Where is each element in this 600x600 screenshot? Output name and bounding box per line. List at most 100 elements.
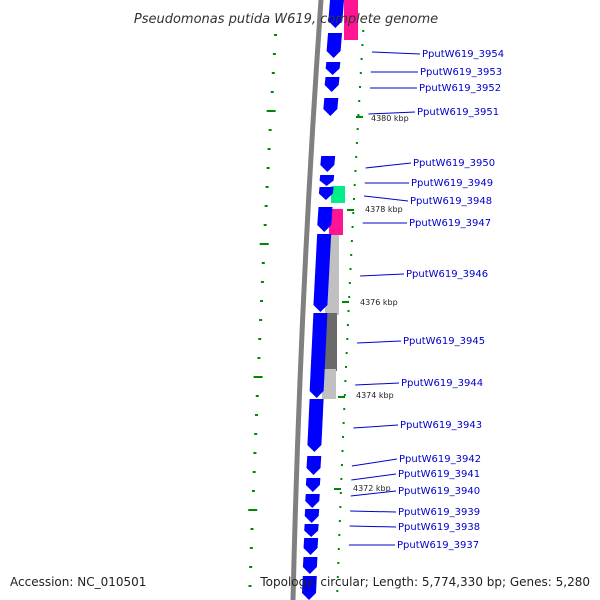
gene-label[interactable]: PputW619_3947 bbox=[409, 218, 491, 229]
gene-arrow bbox=[317, 207, 333, 232]
gc-skew-tick bbox=[260, 281, 264, 283]
gc-content-tick bbox=[339, 492, 342, 494]
scale-label: 4380 kbp bbox=[371, 114, 409, 123]
gc-skew-tick bbox=[263, 224, 267, 226]
gene-label[interactable]: PputW619_3938 bbox=[398, 522, 480, 533]
gene-arrow bbox=[303, 538, 319, 555]
gc-content-tick bbox=[337, 562, 340, 564]
gene-label[interactable]: PputW619_3945 bbox=[403, 336, 485, 347]
gene-arrow bbox=[307, 399, 324, 452]
gene-arrow bbox=[323, 98, 339, 116]
gc-content-tick bbox=[350, 254, 353, 256]
gc-content-tick bbox=[340, 464, 343, 466]
gc-content-tick bbox=[346, 324, 349, 326]
gene-leader-line bbox=[351, 473, 397, 481]
gc-content-tick bbox=[336, 590, 339, 592]
leader-layer bbox=[348, 51, 421, 546]
gc-content-tick bbox=[352, 212, 355, 214]
gc-content-tick bbox=[352, 198, 355, 200]
gc-content-tick bbox=[343, 408, 346, 410]
gc-skew-tick bbox=[266, 110, 276, 112]
gene-arrow bbox=[302, 557, 318, 574]
gc-content-tick bbox=[345, 366, 348, 368]
gene-label[interactable]: PputW619_3944 bbox=[401, 378, 483, 389]
gc-skew-tick bbox=[271, 72, 275, 74]
gene-label[interactable]: PputW619_3951 bbox=[417, 107, 499, 118]
gene-label[interactable]: PputW619_3941 bbox=[398, 469, 480, 480]
gene-leader-line bbox=[357, 340, 402, 344]
gc-skew-tick bbox=[255, 395, 259, 397]
scale-label: 4378 kbp bbox=[365, 205, 403, 214]
gene-label[interactable]: PputW619_3952 bbox=[419, 83, 501, 94]
gene-label[interactable]: PputW619_3948 bbox=[410, 196, 492, 207]
gc-skew-tick bbox=[261, 262, 265, 264]
gene-label[interactable]: PputW619_3939 bbox=[398, 507, 480, 518]
gene-arrow bbox=[304, 524, 319, 537]
gene-label[interactable]: PputW619_3949 bbox=[411, 178, 493, 189]
gene-layer bbox=[302, 0, 358, 600]
gene-leader-line bbox=[355, 382, 400, 386]
gene-label[interactable]: PputW619_3953 bbox=[420, 67, 502, 78]
gc-band-light bbox=[322, 369, 336, 399]
gene-arrow bbox=[318, 187, 334, 200]
gc-content-tick bbox=[355, 142, 358, 144]
gc-content-tick bbox=[348, 282, 351, 284]
gene-arrow bbox=[309, 313, 328, 398]
gc-skew-tick bbox=[248, 585, 252, 587]
gene-label[interactable]: PputW619_3942 bbox=[399, 454, 481, 465]
gene-leader-line bbox=[365, 162, 412, 169]
gc-content-tick bbox=[351, 226, 354, 228]
gene-label[interactable]: PputW619_3954 bbox=[422, 49, 504, 60]
gene-arrow bbox=[324, 77, 340, 92]
gc-content-tick bbox=[342, 422, 345, 424]
gene-arrow bbox=[319, 175, 335, 186]
gene-arrow bbox=[313, 234, 332, 312]
gene-arrow bbox=[305, 494, 320, 508]
gc-skew-tick bbox=[253, 376, 263, 378]
gc-content-tick bbox=[348, 296, 351, 298]
gene-leader-line bbox=[349, 525, 397, 528]
scale-tick bbox=[334, 488, 341, 490]
scale-label: 4372 kbp bbox=[353, 484, 391, 493]
gc-content-tick bbox=[343, 394, 346, 396]
gene-label[interactable]: PputW619_3940 bbox=[398, 486, 480, 497]
gene-leader-line bbox=[350, 510, 397, 513]
gene-arrow bbox=[326, 33, 343, 58]
gc-content-tick bbox=[353, 184, 356, 186]
gc-content-tick bbox=[345, 352, 348, 354]
genome-summary-text: Topology: circular; Length: 5,774,330 bp… bbox=[259, 575, 590, 589]
gc-content-tick bbox=[346, 338, 349, 340]
genome-backbone bbox=[290, 0, 324, 600]
gene-leader-line bbox=[371, 51, 421, 55]
gc-content-tick bbox=[338, 520, 341, 522]
gene-label[interactable]: PputW619_3950 bbox=[413, 158, 495, 169]
gc-skew-tick bbox=[265, 186, 269, 188]
rna-feature bbox=[331, 186, 345, 203]
gc-skew-tick bbox=[250, 528, 254, 530]
scale-tick bbox=[338, 396, 345, 398]
gc-content-tick bbox=[354, 170, 357, 172]
gc-content-tick bbox=[359, 86, 362, 88]
gc-skew-tick bbox=[264, 205, 268, 207]
gc-content-tick bbox=[340, 478, 343, 480]
gc-content-tick bbox=[356, 128, 359, 130]
gene-arrow bbox=[305, 478, 321, 492]
gc-content-tick bbox=[344, 380, 347, 382]
scale-tick bbox=[356, 116, 363, 118]
tick-layer bbox=[248, 30, 365, 592]
gc-skew-tick bbox=[249, 547, 253, 549]
gene-label[interactable]: PputW619_3943 bbox=[400, 420, 482, 431]
gene-leader-line bbox=[350, 490, 397, 497]
gc-skew-tick bbox=[252, 471, 256, 473]
gc-content-tick bbox=[358, 100, 361, 102]
gc-content-tick bbox=[360, 58, 363, 60]
gc-skew-tick bbox=[267, 148, 271, 150]
gc-content-tick bbox=[349, 268, 352, 270]
gene-label[interactable]: PputW619_3937 bbox=[397, 540, 479, 551]
gc-skew-tick bbox=[257, 357, 261, 359]
gene-label[interactable]: PputW619_3946 bbox=[406, 269, 488, 280]
gc-content-tick bbox=[359, 72, 362, 74]
scale-tick bbox=[347, 209, 354, 211]
